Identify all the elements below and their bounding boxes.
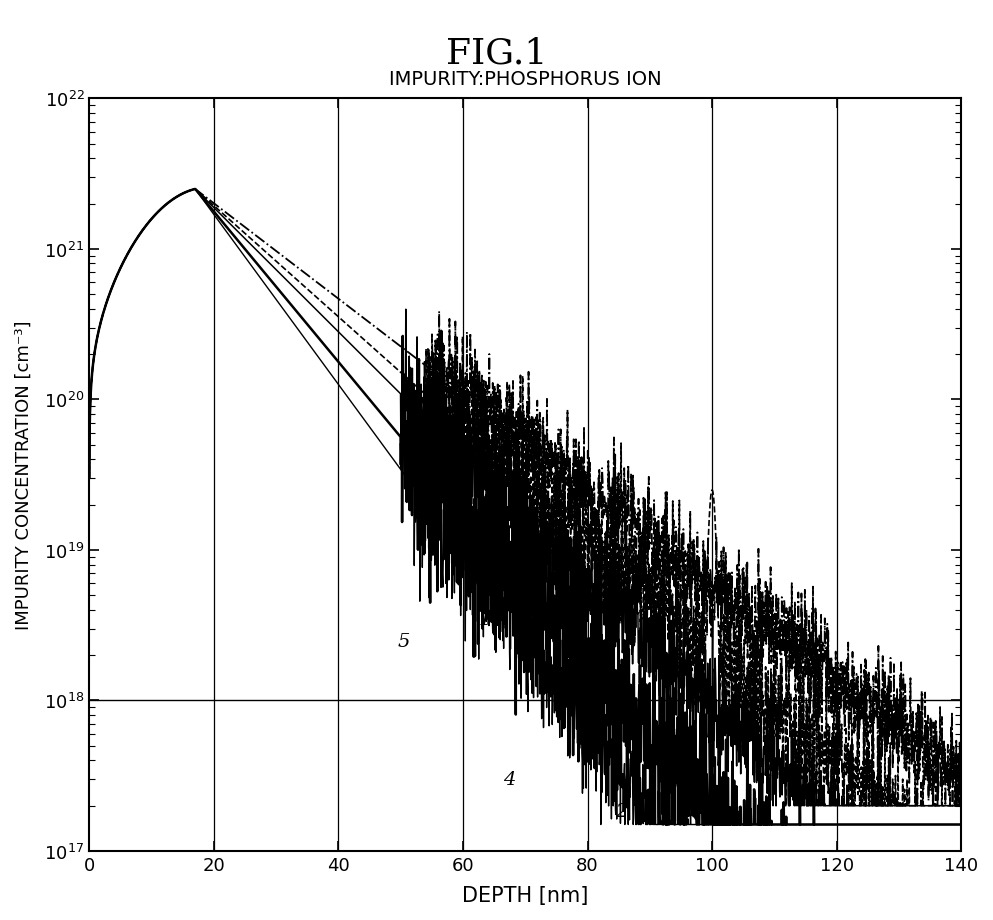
Text: 1: 1: [479, 611, 491, 628]
5: [477, 493, 489, 504]
1: [477, 386, 489, 397]
5: [949, 800, 961, 811]
Text: FIG.1: FIG.1: [446, 37, 547, 71]
3: [955, 800, 967, 811]
1: [912, 800, 923, 811]
4: [189, 184, 201, 195]
4: [771, 819, 782, 830]
Line: 3: 3: [89, 190, 961, 806]
3: [477, 430, 489, 441]
3: [770, 731, 781, 742]
4: [477, 443, 489, 454]
5: [189, 184, 201, 195]
4: [611, 785, 623, 796]
Text: 2: 2: [616, 802, 628, 821]
3: [611, 634, 623, 645]
Text: 5: 5: [397, 632, 410, 650]
5: [771, 729, 782, 740]
Line: 2: 2: [89, 190, 961, 824]
Text: 3: 3: [609, 600, 622, 617]
2: [955, 819, 967, 830]
3: [83, 473, 95, 484]
1: [611, 500, 623, 512]
Y-axis label: IMPURITY CONCENTRATION [cm⁻³]: IMPURITY CONCENTRATION [cm⁻³]: [15, 320, 33, 629]
4: [83, 473, 95, 484]
Line: 5: 5: [89, 190, 961, 806]
2: [949, 819, 961, 830]
2: [189, 184, 201, 195]
5: [801, 782, 813, 793]
1: [408, 351, 420, 362]
2: [408, 470, 420, 481]
1: [955, 775, 967, 786]
3: [780, 800, 791, 811]
5: [955, 800, 967, 811]
2: [771, 819, 782, 830]
4: [955, 819, 967, 830]
1: [800, 669, 812, 680]
1: [83, 473, 95, 484]
2: [611, 774, 623, 785]
2: [83, 473, 95, 484]
3: [801, 699, 813, 710]
Line: 1: 1: [89, 190, 961, 806]
2: [477, 592, 489, 604]
4: [657, 819, 669, 830]
Title: IMPURITY:PHOSPHORUS ION: IMPURITY:PHOSPHORUS ION: [389, 70, 661, 89]
4: [801, 819, 813, 830]
3: [408, 379, 420, 390]
5: [611, 637, 623, 648]
2: [801, 819, 813, 830]
1: [189, 184, 201, 195]
2: [595, 819, 607, 830]
5: [757, 800, 769, 811]
1: [770, 588, 781, 599]
4: [949, 819, 961, 830]
Line: 4: 4: [89, 190, 961, 824]
X-axis label: DEPTH [nm]: DEPTH [nm]: [462, 885, 588, 905]
Text: 4: 4: [503, 770, 515, 788]
4: [408, 444, 420, 455]
3: [949, 800, 961, 811]
1: [949, 794, 961, 805]
5: [408, 379, 420, 390]
5: [83, 473, 95, 484]
3: [189, 184, 201, 195]
